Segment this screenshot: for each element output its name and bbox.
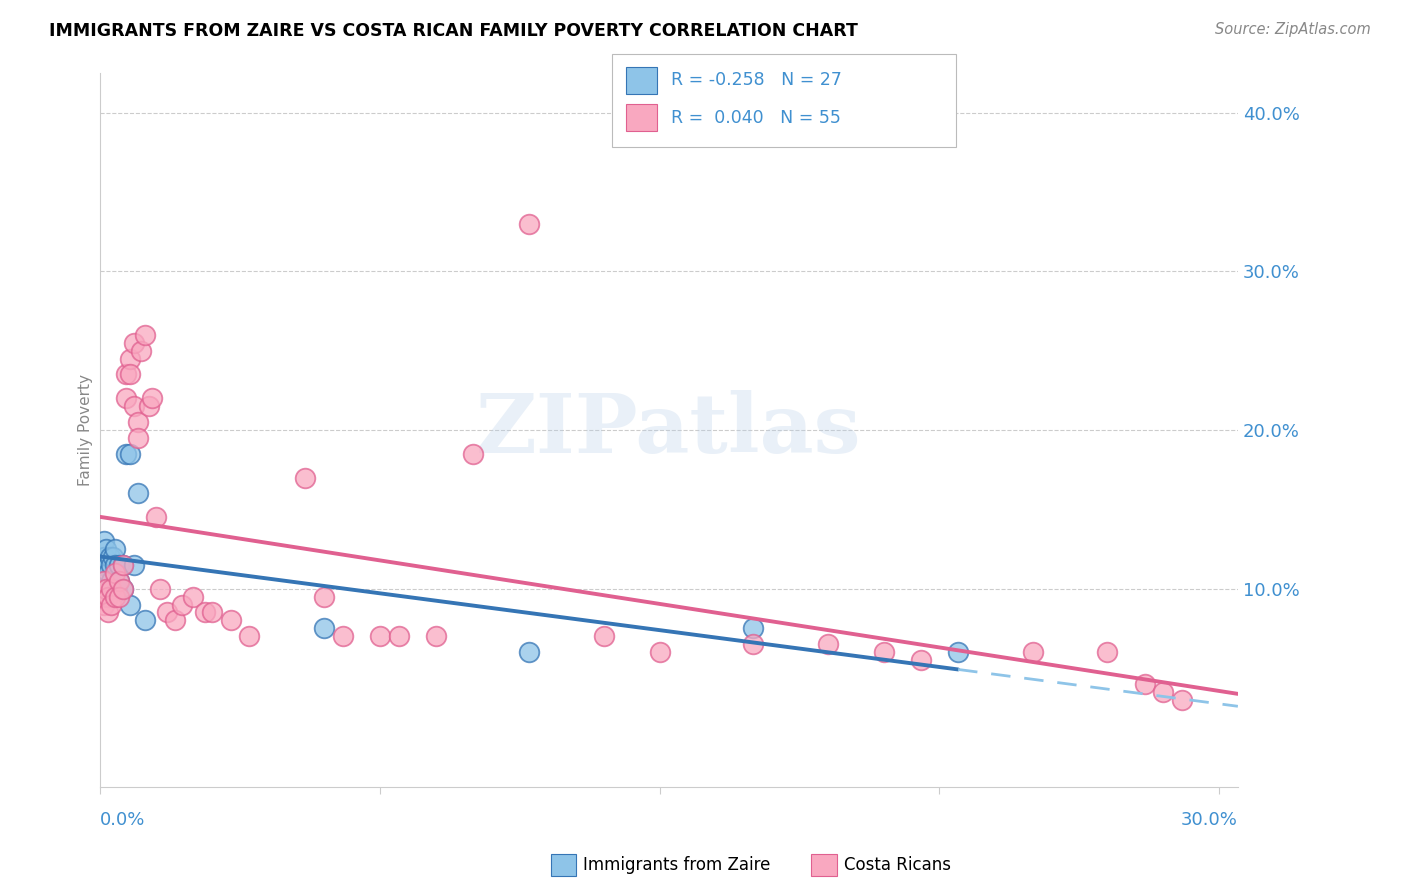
Point	[91, 558, 114, 572]
Point	[111, 582, 134, 596]
Point	[201, 606, 224, 620]
Point	[104, 558, 127, 572]
Text: R =  0.040   N = 55: R = 0.040 N = 55	[671, 109, 841, 127]
Point	[742, 621, 765, 635]
Point	[118, 368, 141, 382]
Text: ZIPatlas: ZIPatlas	[477, 390, 862, 470]
Point	[910, 653, 932, 667]
Point	[104, 590, 127, 604]
Point	[115, 391, 138, 405]
Point	[648, 645, 671, 659]
Point	[183, 590, 205, 604]
Text: Costa Ricans: Costa Ricans	[844, 856, 950, 874]
Point	[100, 574, 122, 588]
Point	[463, 447, 485, 461]
Point	[105, 582, 128, 596]
Point	[817, 637, 839, 651]
Point	[138, 399, 160, 413]
Point	[294, 470, 316, 484]
Point	[742, 637, 765, 651]
Point	[104, 566, 127, 580]
Point	[1133, 677, 1156, 691]
Point	[100, 598, 122, 612]
Point	[100, 582, 122, 596]
Point	[127, 415, 149, 429]
Point	[97, 590, 120, 604]
Point	[115, 447, 138, 461]
Text: 0.0%: 0.0%	[100, 811, 146, 829]
Point	[388, 629, 411, 643]
Point	[368, 629, 391, 643]
Point	[103, 549, 125, 564]
Point	[118, 598, 141, 612]
Point	[872, 645, 894, 659]
Point	[312, 590, 335, 604]
Point	[1171, 692, 1194, 706]
Point	[1022, 645, 1045, 659]
Point	[111, 558, 134, 572]
Text: IMMIGRANTS FROM ZAIRE VS COSTA RICAN FAMILY POVERTY CORRELATION CHART: IMMIGRANTS FROM ZAIRE VS COSTA RICAN FAM…	[49, 22, 858, 40]
Point	[219, 614, 242, 628]
Point	[425, 629, 447, 643]
Point	[97, 566, 120, 580]
Point	[134, 614, 156, 628]
Point	[141, 391, 163, 405]
Point	[517, 645, 540, 659]
Point	[1097, 645, 1119, 659]
Point	[118, 447, 141, 461]
Point	[100, 558, 122, 572]
Point	[108, 590, 131, 604]
Point	[108, 574, 131, 588]
Point	[111, 558, 134, 572]
Point	[172, 598, 194, 612]
Point	[93, 598, 115, 612]
Text: 30.0%: 30.0%	[1181, 811, 1237, 829]
Point	[312, 621, 335, 635]
Point	[97, 606, 120, 620]
Text: Immigrants from Zaire: Immigrants from Zaire	[583, 856, 770, 874]
Point	[93, 534, 115, 549]
Point	[111, 582, 134, 596]
Point	[163, 614, 186, 628]
Text: Source: ZipAtlas.com: Source: ZipAtlas.com	[1215, 22, 1371, 37]
Point	[145, 510, 167, 524]
Point	[127, 431, 149, 445]
Point	[149, 582, 172, 596]
Point	[98, 549, 121, 564]
Point	[122, 558, 145, 572]
Point	[194, 606, 217, 620]
Point	[592, 629, 614, 643]
Y-axis label: Family Poverty: Family Poverty	[79, 374, 93, 486]
Point	[91, 590, 114, 604]
Point	[94, 541, 117, 556]
Point	[118, 351, 141, 366]
Point	[238, 629, 260, 643]
Point	[93, 549, 115, 564]
Point	[1152, 685, 1174, 699]
Point	[127, 486, 149, 500]
Point	[94, 582, 117, 596]
Point	[122, 399, 145, 413]
Point	[115, 368, 138, 382]
Point	[104, 541, 127, 556]
Point	[108, 574, 131, 588]
Point	[108, 558, 131, 572]
Point	[129, 343, 152, 358]
Point	[134, 327, 156, 342]
Text: R = -0.258   N = 27: R = -0.258 N = 27	[671, 71, 842, 89]
Point	[97, 558, 120, 572]
Point	[517, 217, 540, 231]
Point	[332, 629, 354, 643]
Point	[122, 335, 145, 350]
Point	[93, 574, 115, 588]
Point	[946, 645, 969, 659]
Point	[156, 606, 179, 620]
